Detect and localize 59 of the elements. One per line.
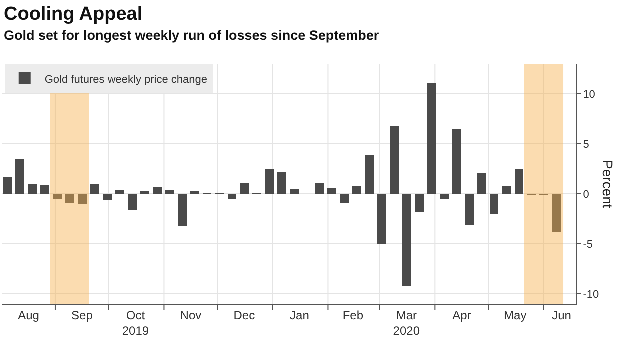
- bar: [265, 169, 274, 194]
- x-tick-label: May: [504, 308, 527, 322]
- x-tick-label: Oct 2019: [122, 308, 150, 338]
- y-tick-label: 0: [583, 188, 590, 201]
- bar: [327, 188, 336, 194]
- x-tick-label: Jan: [290, 308, 310, 322]
- bar: [490, 194, 498, 214]
- bar: [377, 194, 386, 244]
- x-tick-label: Nov: [180, 308, 202, 322]
- bar: [190, 191, 199, 194]
- bar: [228, 194, 236, 199]
- bar: [128, 194, 137, 210]
- bar: [290, 189, 299, 194]
- y-axis-title: Percent: [600, 160, 616, 208]
- x-tick-label: Aug: [18, 308, 40, 322]
- bar: [440, 194, 449, 199]
- bar: [78, 194, 87, 204]
- bar: [515, 169, 523, 194]
- x-tick-label: Mar 2020: [393, 308, 420, 338]
- chart-subtitle: Gold set for longest weekly run of losses since September: [4, 28, 380, 43]
- x-tick-label: Apr: [452, 308, 472, 322]
- bar: [340, 194, 349, 203]
- bar: [40, 185, 49, 194]
- bar: [15, 159, 24, 194]
- bar: [415, 194, 424, 212]
- bar: [103, 194, 112, 200]
- bar: [477, 173, 486, 194]
- bar: [115, 190, 124, 194]
- chart-title: Cooling Appeal: [4, 4, 143, 25]
- bar: [140, 191, 149, 194]
- y-tick-label: 5: [583, 138, 590, 151]
- bar: [165, 190, 174, 194]
- bar: [90, 184, 99, 194]
- bar: [452, 129, 461, 194]
- bar: [402, 194, 411, 286]
- bar: [352, 186, 361, 194]
- bar: [178, 194, 187, 226]
- y-tick-label: -5: [583, 238, 593, 251]
- x-tick-label: Dec: [234, 308, 256, 322]
- bar: [552, 194, 561, 232]
- bar: [277, 172, 286, 194]
- bar: [465, 194, 474, 225]
- y-tick-label: -10: [583, 288, 600, 301]
- bar: [240, 183, 249, 194]
- bar: [427, 83, 436, 194]
- x-tick-label: Sep: [72, 308, 94, 322]
- bar: [365, 155, 374, 194]
- bar: [153, 187, 162, 194]
- bar: [502, 186, 511, 194]
- bar: [28, 184, 37, 194]
- x-tick-label: Jun: [552, 308, 572, 322]
- bar: [65, 194, 74, 203]
- y-tick-label: 10: [583, 88, 596, 101]
- bar: [53, 194, 62, 199]
- legend-label: Gold futures weekly price change: [44, 74, 208, 86]
- bar: [3, 177, 12, 194]
- x-tick-label: Feb: [342, 308, 364, 322]
- bar: [390, 126, 399, 194]
- bar: [315, 183, 324, 194]
